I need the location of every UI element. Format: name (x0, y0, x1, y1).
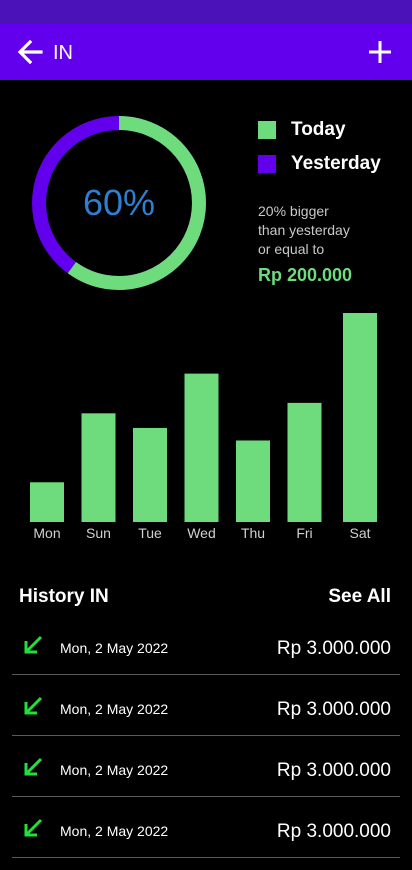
bar-fri (287, 402, 322, 522)
arrow-down-left-icon (24, 757, 43, 776)
bar-thu (236, 440, 270, 522)
arrow-left-icon[interactable] (16, 38, 44, 66)
tick-label-sun: Sun (86, 525, 111, 541)
status-bar (0, 0, 412, 24)
tick-label-thu: Thu (241, 525, 265, 541)
comparison-line: 20% bigger (258, 203, 329, 219)
weekly-bar-chart: Mon Sun Tue Wed Thu Fri Sat (30, 313, 377, 541)
bar-tue (133, 427, 167, 522)
history-row[interactable]: Mon, 2 May 2022 Rp 3.000.000 (12, 736, 400, 797)
history-row[interactable]: Mon, 2 May 2022 Rp 3.000.000 (12, 675, 400, 736)
donut-percent-label: 60% (82, 182, 156, 223)
bar-sun (81, 413, 116, 522)
bar-sat (343, 313, 377, 522)
history-amount: Rp 3.000.000 (276, 821, 391, 842)
donut-today-arc (32, 116, 206, 290)
comparison-amount: Rp 200.000 (258, 265, 353, 285)
page-title: IN (53, 42, 73, 64)
history-row[interactable]: Mon, 2 May 2022 Rp 3.000.000 (12, 614, 400, 675)
legend-yesterday: Yesterday (258, 153, 381, 175)
legend-today: Today (258, 119, 346, 141)
tick-label-wed: Wed (187, 525, 216, 541)
history-date: Mon, 2 May 2022 (60, 640, 169, 656)
comparison-line: than yesterday (258, 222, 350, 238)
bar-wed (184, 373, 219, 522)
tick-label-sat: Sat (349, 525, 370, 541)
comparison-text: 20% bigger than yesterday or equal to (258, 202, 398, 259)
history-amount: Rp 3.000.000 (276, 760, 391, 781)
tick-label-mon: Mon (33, 525, 60, 541)
history-title: History IN (19, 586, 109, 607)
legend-swatch-yesterday (258, 155, 276, 173)
app-bar: IN (0, 24, 412, 80)
plus-icon[interactable] (366, 38, 394, 66)
bar-mon (30, 482, 64, 522)
history-list: Mon, 2 May 2022 Rp 3.000.000 Mon, 2 May … (12, 614, 400, 858)
arrow-down-left-icon (24, 818, 43, 837)
history-date: Mon, 2 May 2022 (60, 762, 169, 778)
history-amount: Rp 3.000.000 (276, 699, 391, 720)
legend-label-yesterday: Yesterday (291, 153, 381, 174)
tick-label-tue: Tue (138, 525, 162, 541)
arrow-down-left-icon (24, 635, 43, 654)
legend-label-today: Today (291, 119, 346, 140)
history-row[interactable]: Mon, 2 May 2022 Rp 3.000.000 (12, 797, 400, 858)
tick-label-fri: Fri (296, 525, 312, 541)
history-amount: Rp 3.000.000 (276, 638, 391, 659)
see-all-button[interactable]: See All (328, 586, 391, 607)
arrow-down-left-icon (24, 696, 43, 715)
donut-chart (32, 116, 206, 290)
legend-swatch-today (258, 121, 276, 139)
history-date: Mon, 2 May 2022 (60, 823, 169, 839)
comparison-line: or equal to (258, 241, 325, 257)
history-date: Mon, 2 May 2022 (60, 701, 169, 717)
